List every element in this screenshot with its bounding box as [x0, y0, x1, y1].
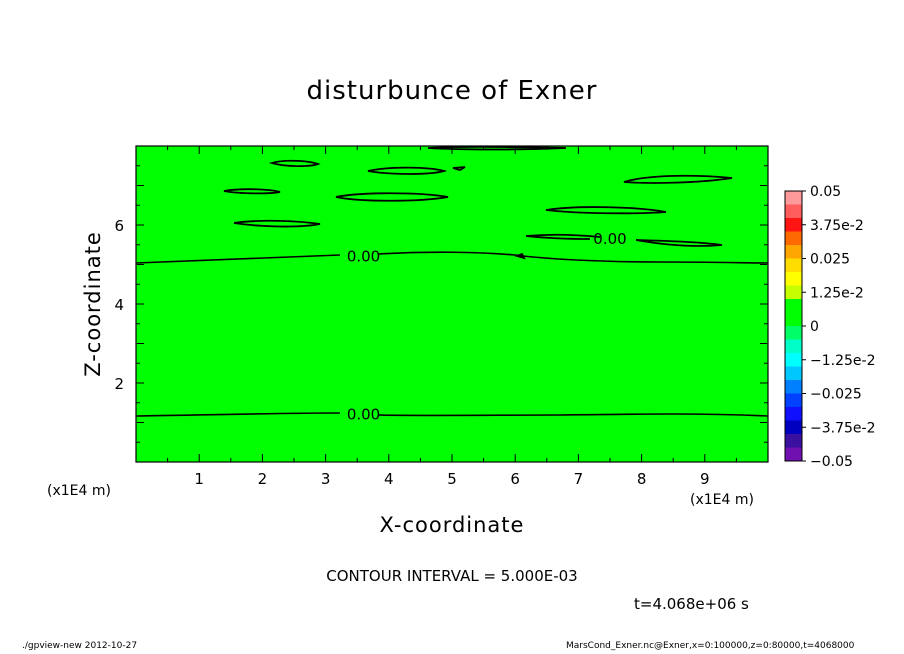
contour-loop: [545, 206, 667, 215]
colorbar-label: 0: [810, 319, 819, 335]
contour-label: 0.00: [347, 248, 380, 266]
x-tick-label: 9: [700, 470, 710, 488]
x-unit-right: (x1E4 m): [690, 492, 754, 508]
x-tick-label: 2: [258, 470, 268, 488]
contour-loop: [452, 166, 466, 171]
colorbar-band: [785, 204, 802, 219]
x-tick-label: 8: [637, 470, 647, 488]
colorbar-band: [785, 447, 802, 462]
colorbar-band: [785, 407, 802, 421]
colorbar-band: [785, 420, 802, 435]
y-tick-label: 6: [114, 217, 124, 235]
x-axis-label: X-coordinate: [379, 513, 525, 537]
contour-line: [135, 251, 769, 264]
y-tick-label: 2: [114, 375, 124, 393]
x-tick-label: 6: [510, 470, 520, 488]
colorbar-band: [785, 231, 802, 246]
colorbar-band: [785, 353, 802, 367]
colorbar-band: [785, 258, 802, 273]
colorbar-band: [785, 312, 802, 327]
contour-loop: [514, 252, 526, 260]
x-tick-label: 3: [321, 470, 331, 488]
colorbar-label: −3.75e-2: [810, 420, 875, 436]
contour-loop: [427, 145, 567, 151]
contour-loop: [223, 188, 281, 195]
contour-loop: [623, 174, 733, 184]
contour-loop: [233, 219, 321, 228]
footer-left: ./gpview-new 2012-10-27: [22, 641, 138, 651]
colorbar-band: [785, 245, 802, 259]
y-axis-label: Z-coordinate: [81, 231, 105, 377]
colorbar-band: [785, 339, 802, 354]
colorbar-label: 0.025: [810, 252, 850, 268]
contour-interval: CONTOUR INTERVAL = 5.000E-03: [326, 567, 578, 585]
colorbar-label: −1.25e-2: [810, 353, 875, 369]
field-fill: [136, 146, 768, 462]
colorbar-band: [785, 285, 802, 300]
colorbar-band: [785, 393, 802, 408]
colorbar-band: [785, 272, 802, 286]
colorbar-label: 3.75e-2: [810, 218, 864, 234]
colorbar-label: −0.05: [810, 454, 853, 470]
contour-loop: [335, 192, 449, 202]
contour-loop: [268, 159, 321, 168]
contour-label: 0.00: [593, 230, 626, 248]
y-tick-label: 4: [114, 296, 124, 314]
x-tick-label: 7: [574, 470, 584, 488]
colorbar-band: [785, 434, 802, 448]
colorbar-band: [785, 299, 802, 313]
colorbar-band: [785, 191, 802, 205]
colorbar-band: [785, 218, 802, 232]
colorbar-label: 0.05: [810, 184, 841, 200]
colorbar-label: 1.25e-2: [810, 285, 864, 301]
colorbar-band: [785, 326, 802, 340]
x-tick-label: 5: [447, 470, 457, 488]
chart-title: disturbunce of Exner: [306, 76, 598, 106]
contour-loop: [367, 166, 448, 175]
time-label: t=4.068e+06 s: [634, 595, 749, 613]
colorbar-band: [785, 380, 802, 394]
x-tick-label: 4: [384, 470, 394, 488]
contour-line: [135, 412, 769, 417]
contour-label: 0.00: [347, 406, 380, 424]
contour-loop: [525, 233, 723, 247]
x-tick-label: 1: [194, 470, 204, 488]
colorbar-band: [785, 366, 802, 381]
colorbar-label: −0.025: [810, 387, 862, 403]
footer-right: MarsCond_Exner.nc@Exner,x=0:100000,z=0:8…: [566, 641, 855, 651]
x-unit-left: (x1E4 m): [47, 483, 111, 499]
